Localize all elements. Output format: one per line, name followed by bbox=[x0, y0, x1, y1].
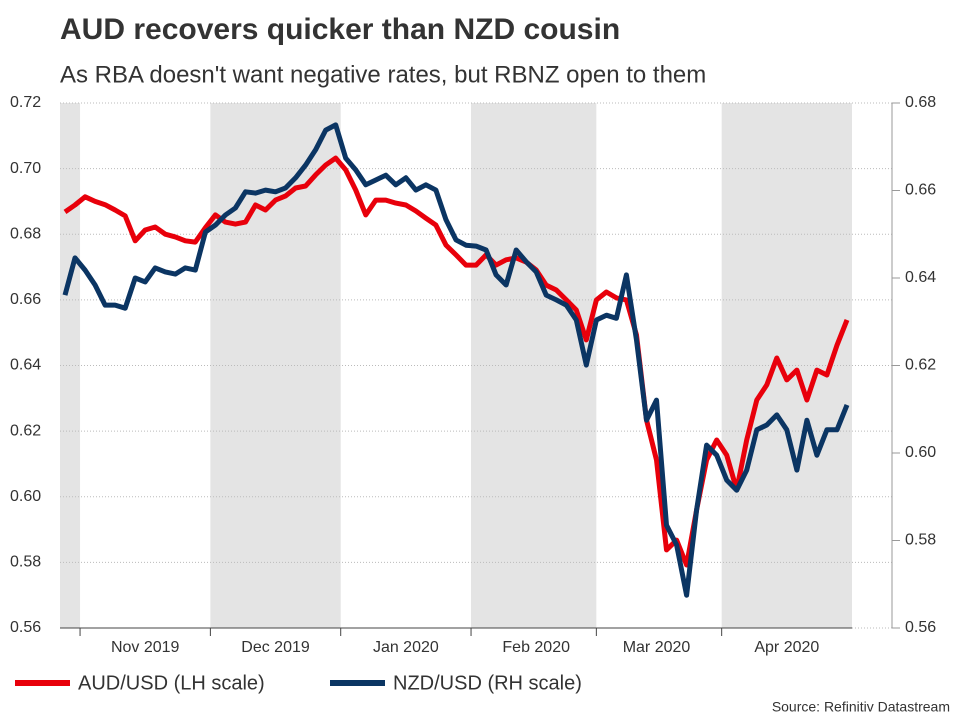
y-tick-label: 0.64 bbox=[10, 357, 41, 374]
x-tick-label: Nov 2019 bbox=[111, 639, 180, 656]
x-tick-label: Jan 2020 bbox=[373, 639, 439, 656]
y-tick-label: 0.58 bbox=[10, 554, 41, 571]
y-tick-label: 0.56 bbox=[10, 619, 41, 636]
y2-tick-label: 0.62 bbox=[905, 357, 936, 374]
y-tick-label: 0.66 bbox=[10, 291, 41, 308]
y2-tick-label: 0.68 bbox=[905, 94, 936, 111]
y-tick-label: 0.68 bbox=[10, 225, 41, 242]
x-tick-label: Apr 2020 bbox=[754, 639, 819, 656]
series-line bbox=[62, 122, 850, 598]
y2-tick-label: 0.56 bbox=[905, 619, 936, 636]
y-tick-label: 0.72 bbox=[10, 94, 41, 111]
y2-tick-label: 0.58 bbox=[905, 532, 936, 549]
y2-tick-label: 0.60 bbox=[905, 444, 936, 461]
x-tick-label: Dec 2019 bbox=[241, 639, 310, 656]
y2-tick-label: 0.66 bbox=[905, 182, 936, 199]
y-tick-label: 0.60 bbox=[10, 488, 41, 505]
chart-subtitle: As RBA doesn't want negative rates, but … bbox=[60, 61, 706, 88]
chart-title: AUD recovers quicker than NZD cousin bbox=[60, 13, 620, 46]
month-shade bbox=[471, 103, 597, 628]
series-line bbox=[63, 155, 850, 568]
x-tick-label: Feb 2020 bbox=[502, 639, 570, 656]
source-note: Source: Refinitiv Datastream bbox=[772, 699, 950, 715]
legend-label: NZD/USD (RH scale) bbox=[393, 672, 582, 694]
x-tick-label: Mar 2020 bbox=[623, 639, 691, 656]
y2-tick-label: 0.64 bbox=[905, 269, 936, 286]
legend-label: AUD/USD (LH scale) bbox=[78, 672, 265, 694]
y-tick-label: 0.62 bbox=[10, 422, 41, 439]
y-tick-label: 0.70 bbox=[10, 160, 41, 177]
